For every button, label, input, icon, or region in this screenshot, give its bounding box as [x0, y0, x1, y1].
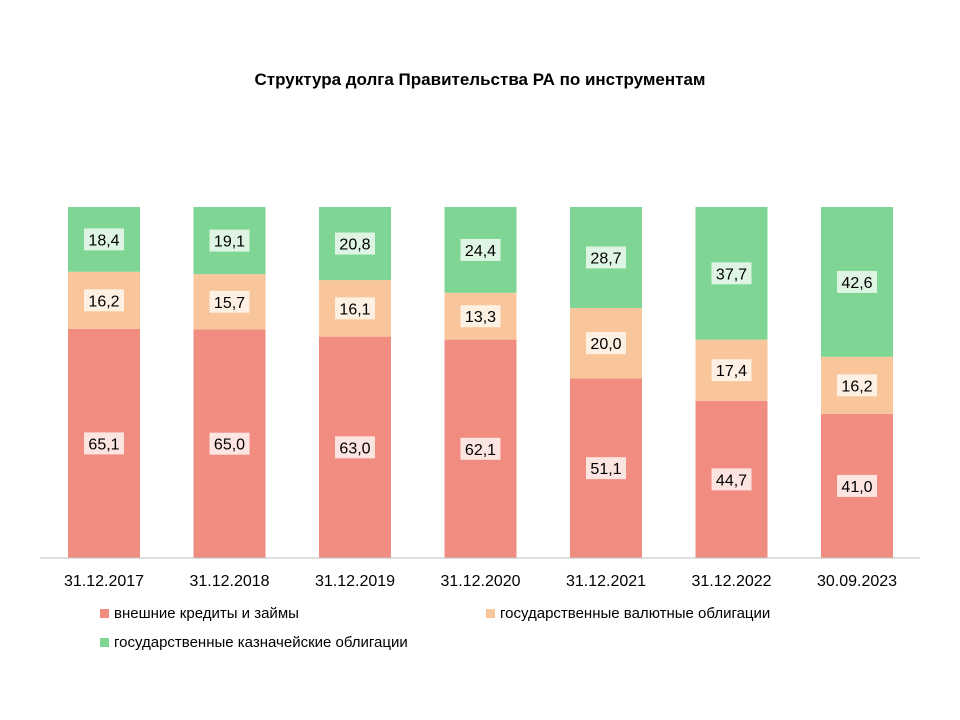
data-label-external-loans: 63,0: [339, 440, 370, 457]
data-label-box: [586, 332, 626, 355]
data-label-fx-bonds: 13,3: [465, 309, 496, 326]
x-tick-label: 31.12.2019: [315, 573, 395, 590]
data-label-fx-bonds: 20,0: [590, 336, 621, 353]
data-label-treasury-bonds: 28,7: [590, 250, 621, 267]
legend-label-fx-bonds: государственные валютные облигации: [500, 605, 771, 622]
data-label-box: [837, 270, 877, 293]
legend-item-external-loans: внешние кредиты и займы: [100, 605, 299, 622]
x-tick-label: 31.12.2022: [691, 573, 771, 590]
legend-item-treasury-bonds: государственные казначейские облигации: [100, 634, 408, 651]
x-tick-label: 31.12.2017: [64, 573, 144, 590]
data-label-fx-bonds: 16,1: [339, 301, 370, 318]
data-label-box: [335, 232, 375, 255]
data-label-treasury-bonds: 37,7: [716, 266, 747, 283]
legend-swatch-treasury-bonds: [100, 638, 109, 647]
data-label-external-loans: 62,1: [465, 442, 496, 459]
data-label-external-loans: 65,0: [214, 437, 245, 454]
x-tick-label: 31.12.2018: [189, 573, 269, 590]
x-tick-label: 31.12.2020: [440, 573, 520, 590]
data-label-box: [460, 238, 501, 261]
data-label-box: [586, 457, 626, 480]
data-label-fx-bonds: 15,7: [214, 295, 245, 312]
data-label-treasury-bonds: 18,4: [88, 232, 119, 249]
data-label-box: [586, 246, 626, 269]
legend-item-fx-bonds: государственные валютные облигации: [486, 605, 770, 622]
legend-label-external-loans: внешние кредиты и займы: [114, 605, 299, 622]
data-label-fx-bonds: 17,4: [716, 363, 747, 380]
data-label-treasury-bonds: 20,8: [339, 237, 370, 254]
data-label-box: [711, 468, 752, 491]
data-label-box: [711, 359, 752, 382]
data-label-box: [335, 297, 375, 320]
x-tick-label: 30.09.2023: [817, 573, 897, 590]
data-label-box: [84, 289, 124, 312]
data-label-external-loans: 41,0: [841, 479, 872, 496]
data-label-treasury-bonds: 42,6: [841, 275, 872, 292]
data-label-box: [209, 290, 250, 313]
data-label-fx-bonds: 16,2: [841, 378, 872, 395]
data-label-box: [84, 228, 124, 251]
data-label-box: [209, 229, 250, 252]
x-tick-label: 31.12.2021: [566, 573, 646, 590]
data-label-treasury-bonds: 19,1: [214, 234, 245, 251]
legend-swatch-external-loans: [100, 609, 109, 618]
data-label-box: [335, 436, 375, 459]
data-label-box: [837, 374, 877, 397]
data-label-box: [837, 474, 877, 497]
data-label-external-loans: 65,1: [88, 436, 119, 453]
data-label-box: [209, 432, 250, 455]
data-label-fx-bonds: 16,2: [88, 293, 119, 310]
data-label-box: [711, 262, 752, 285]
legend-swatch-fx-bonds: [486, 609, 495, 618]
chart-title: Структура долга Правительства РА по инст…: [254, 70, 706, 89]
data-label-box: [460, 437, 501, 460]
data-label-treasury-bonds: 24,4: [465, 243, 496, 260]
legend-label-treasury-bonds: государственные казначейские облигации: [114, 634, 408, 651]
data-labels: 65,1 16,2 18,4 65,0 15,7 19,1 63,0 16,1 20,8 62,1…: [84, 228, 877, 497]
data-label-box: [84, 432, 124, 455]
x-tick-labels: 31.12.2017 31.12.2018 31.12.2019 31.12.2020…: [64, 573, 897, 590]
data-label-external-loans: 51,1: [590, 461, 621, 478]
data-label-external-loans: 44,7: [716, 472, 747, 489]
data-label-box: [460, 305, 501, 328]
